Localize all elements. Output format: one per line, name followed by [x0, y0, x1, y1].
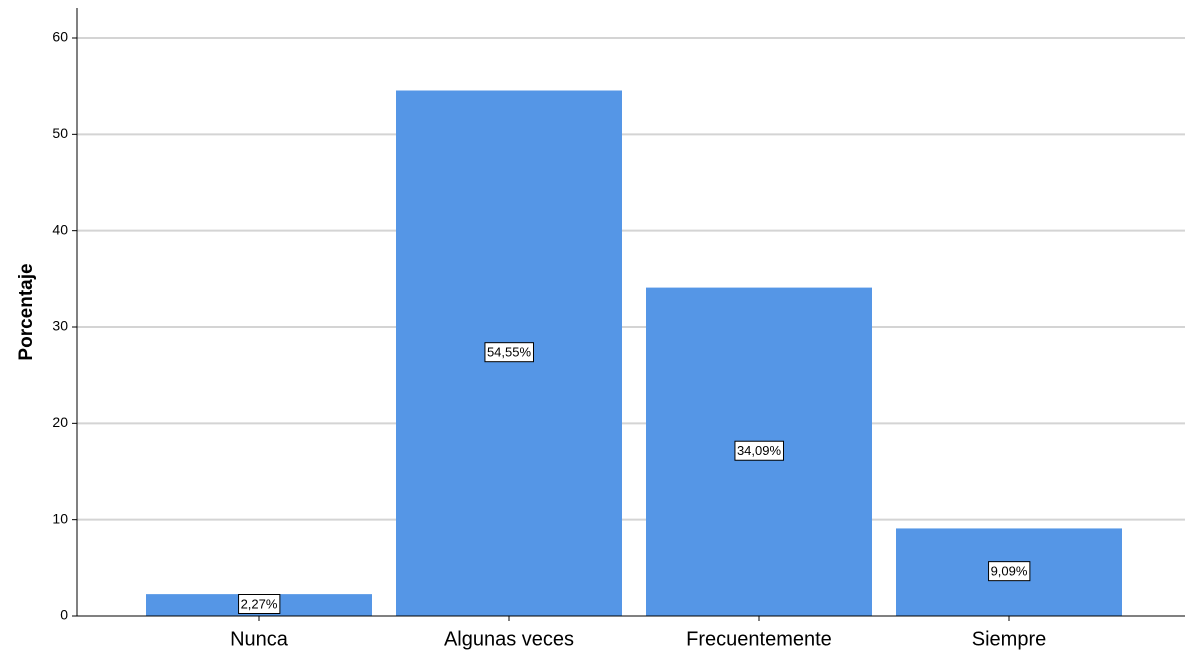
y-tick-label: 40 — [52, 221, 68, 237]
data-label-box — [988, 561, 1031, 582]
data-label: 34,09% — [734, 440, 784, 461]
y-tick-labels: 0 10 20 30 40 50 60 — [52, 29, 77, 623]
x-tick-label: Algunas veces — [444, 628, 574, 650]
data-label-box — [238, 594, 281, 615]
data-label-box — [484, 342, 534, 363]
data-labels: 2,27% 54,55% 34,09% 9,09% — [238, 342, 1031, 615]
y-tick-label: 10 — [52, 510, 68, 526]
y-axis-label: Porcentaje — [16, 263, 37, 360]
y-tick-label: 0 — [60, 607, 68, 623]
data-label: 9,09% — [988, 561, 1031, 582]
x-tick-label: Siempre — [972, 628, 1046, 650]
data-label-text: 54,55% — [487, 345, 532, 360]
x-tick-labels: Nunca Algunas veces Frecuentemente Siempre — [230, 616, 1046, 650]
x-tick-label: Frecuentemente — [686, 628, 832, 650]
data-label-text: 34,09% — [737, 443, 782, 458]
data-label: 54,55% — [484, 342, 534, 363]
x-tick-label: Nunca — [230, 628, 289, 650]
data-label-box — [734, 440, 784, 461]
data-label-text: 2,27% — [241, 597, 278, 612]
axes — [76, 8, 1185, 617]
y-tick-label: 30 — [52, 318, 68, 334]
data-label-text: 9,09% — [991, 564, 1028, 579]
data-label: 2,27% — [238, 594, 281, 615]
y-tick-label: 60 — [52, 29, 68, 45]
y-tick-label: 50 — [52, 125, 68, 141]
gridlines — [77, 37, 1185, 521]
bars — [146, 90, 1122, 617]
y-tick-label: 20 — [52, 414, 68, 430]
